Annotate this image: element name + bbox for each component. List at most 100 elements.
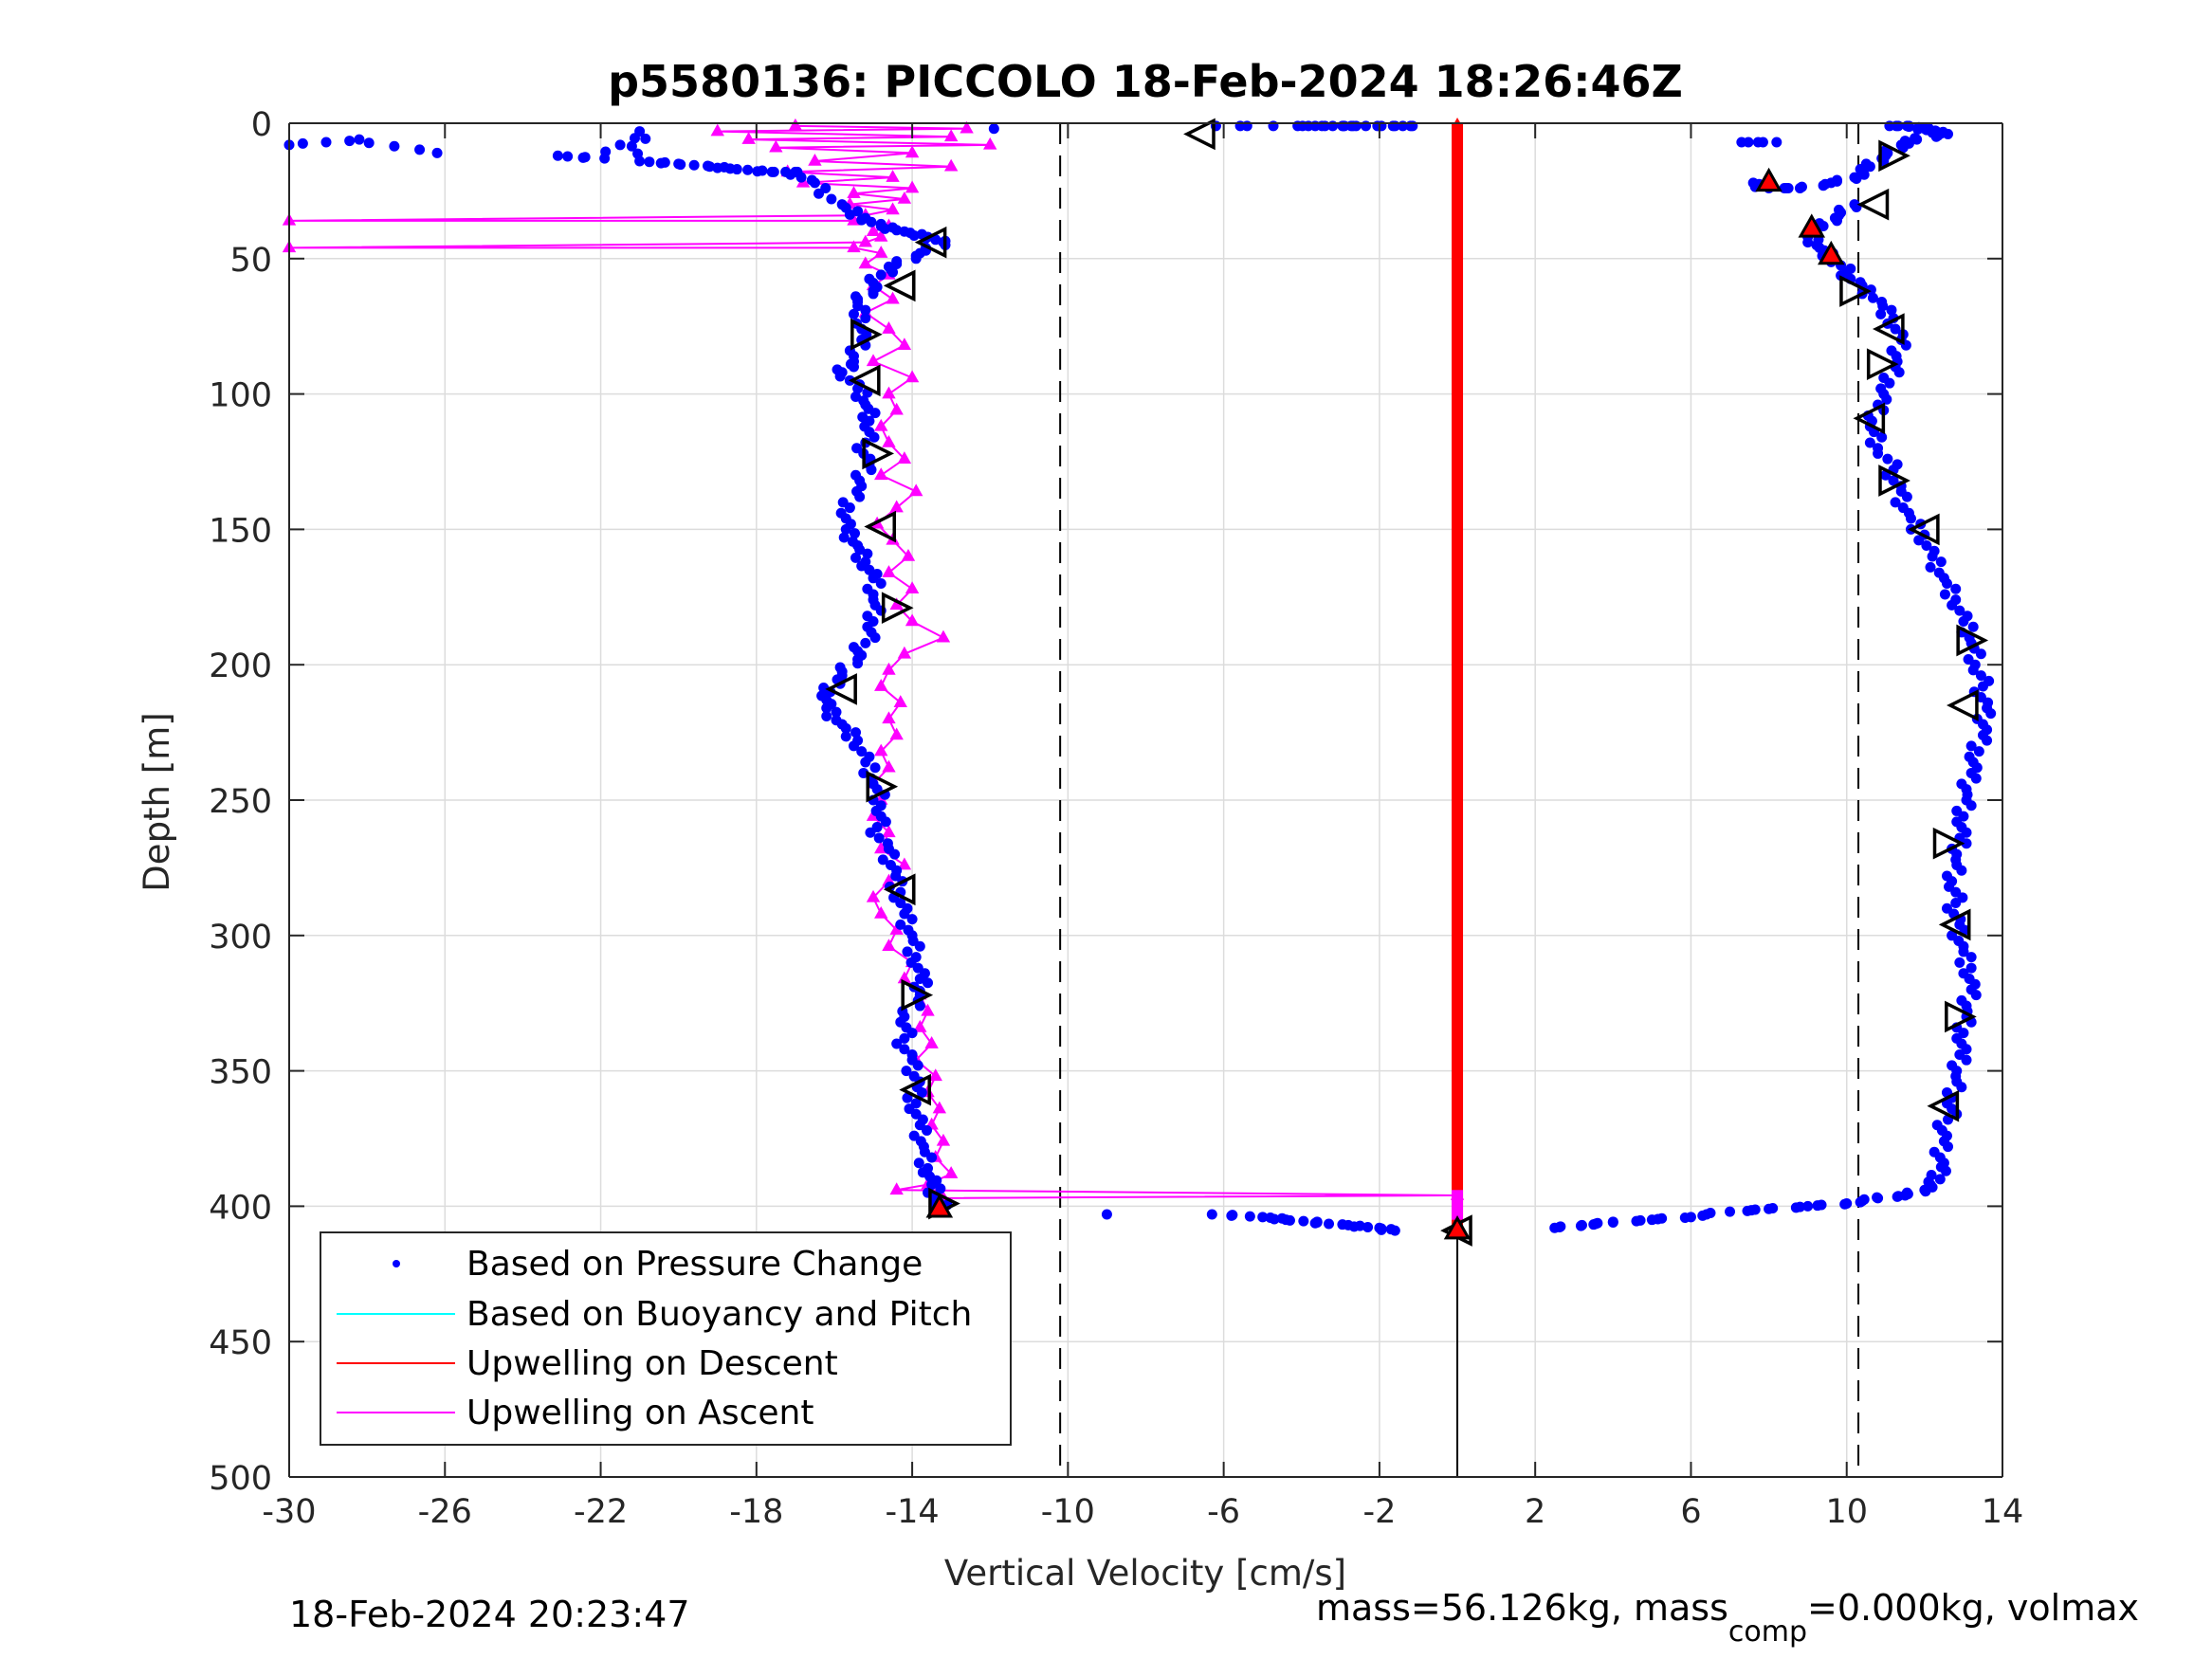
pressure-point (1851, 173, 1862, 185)
ascent-point (901, 548, 916, 561)
pressure-point (1967, 621, 1979, 632)
descent-point (1452, 344, 1463, 355)
pressure-point (1901, 491, 1912, 502)
pressure-point (1913, 535, 1925, 546)
descent-point (1452, 951, 1463, 961)
descent-point (1452, 366, 1463, 376)
pressure-point (1376, 1224, 1387, 1235)
pressure-point (1244, 1211, 1255, 1222)
ascent-point (932, 1101, 947, 1114)
pressure-point (1725, 1206, 1736, 1217)
pitch-marker (901, 978, 934, 1012)
pressure-point (914, 1000, 925, 1012)
descent-point (1452, 919, 1463, 928)
descent-point (1452, 118, 1463, 127)
pressure-point (1950, 898, 1962, 909)
descent-point (1452, 301, 1463, 311)
pressure-point (901, 1066, 912, 1077)
descent-point (1452, 811, 1463, 820)
pressure-point (921, 1124, 932, 1136)
ascent-point (858, 256, 873, 269)
descent-point (1452, 973, 1463, 983)
descent-point (1452, 907, 1463, 918)
descent-point (1452, 1135, 1463, 1145)
descent-point (1452, 1168, 1463, 1177)
pitch-marker (1872, 313, 1905, 345)
descent-point (1452, 929, 1463, 939)
pressure-point (826, 193, 837, 205)
pitch-marker (883, 873, 916, 906)
ascent-point (905, 613, 920, 627)
descent-point (1452, 268, 1463, 279)
legend-label-ascent: Upwelling on Ascent (466, 1394, 814, 1432)
pressure-point (1973, 746, 1984, 757)
pitch-marker (1183, 118, 1216, 151)
descent-point (1452, 561, 1463, 571)
pressure-point (1855, 1196, 1866, 1208)
pressure-point (852, 206, 864, 217)
pressure-point (688, 159, 700, 171)
descent-point (1452, 160, 1463, 171)
descent-point (1452, 388, 1463, 398)
pressure-point (852, 658, 864, 669)
pressure-point (1920, 1186, 1931, 1197)
pressure-point (1961, 1054, 1972, 1066)
pressure-point (1679, 1212, 1691, 1224)
pressure-point (856, 214, 868, 226)
pressure-point (1947, 599, 1958, 611)
ascent-point (897, 451, 912, 464)
descent-point (1452, 789, 1463, 798)
pressure-point (363, 137, 375, 149)
descent-point (1452, 821, 1463, 831)
pressure-point (910, 253, 922, 264)
descent-point (1452, 572, 1463, 582)
pressure-point (864, 564, 875, 575)
pressure-point (634, 155, 646, 167)
pressure-point (1549, 1222, 1561, 1233)
pressure-point (854, 491, 866, 502)
descent-point (1452, 214, 1463, 225)
pressure-point (1802, 1200, 1814, 1212)
ascent-point (936, 1133, 951, 1146)
ascent-point (886, 170, 900, 182)
descent-point (1452, 626, 1463, 636)
pressure-point (1818, 180, 1829, 191)
footer-params-subscript: comp (1728, 1615, 1807, 1649)
ascent-point (874, 679, 888, 691)
ascent-point (874, 467, 888, 481)
y-tick-label: 350 (209, 1054, 272, 1092)
descent-point (1452, 777, 1463, 788)
pressure-point (821, 702, 832, 714)
pressure-point (1943, 1141, 1954, 1153)
pressure-point (865, 827, 876, 838)
pressure-point (1206, 1209, 1217, 1220)
pressure-point (1575, 1220, 1586, 1231)
pressure-point (880, 816, 891, 828)
pressure-point (1764, 1203, 1775, 1214)
pressure-point (655, 157, 667, 169)
pressure-point (1794, 183, 1805, 194)
pressure-point (914, 940, 925, 952)
x-tick-label: 10 (1825, 1493, 1868, 1531)
pressure-point (809, 177, 820, 189)
pressure-point (891, 225, 903, 236)
ascent-point (897, 191, 912, 204)
ascent-point (928, 1068, 942, 1082)
pitch-marker (1947, 689, 1979, 721)
pitch-marker (1853, 402, 1886, 435)
descent-point (1452, 431, 1463, 441)
pressure-point (414, 144, 426, 155)
pressure-point (1934, 1174, 1946, 1185)
pitch-marker (1938, 908, 1971, 941)
pressure-point (840, 523, 851, 535)
pitch-marker (864, 510, 896, 543)
pressure-point (1941, 578, 1952, 590)
descent-point (1452, 1048, 1463, 1059)
pressure-point (389, 140, 400, 152)
pressure-point (899, 908, 910, 920)
pressure-point (988, 123, 999, 135)
pressure-point (1956, 1082, 1967, 1093)
x-tick-label: -26 (418, 1493, 472, 1531)
pressure-point (871, 784, 883, 795)
